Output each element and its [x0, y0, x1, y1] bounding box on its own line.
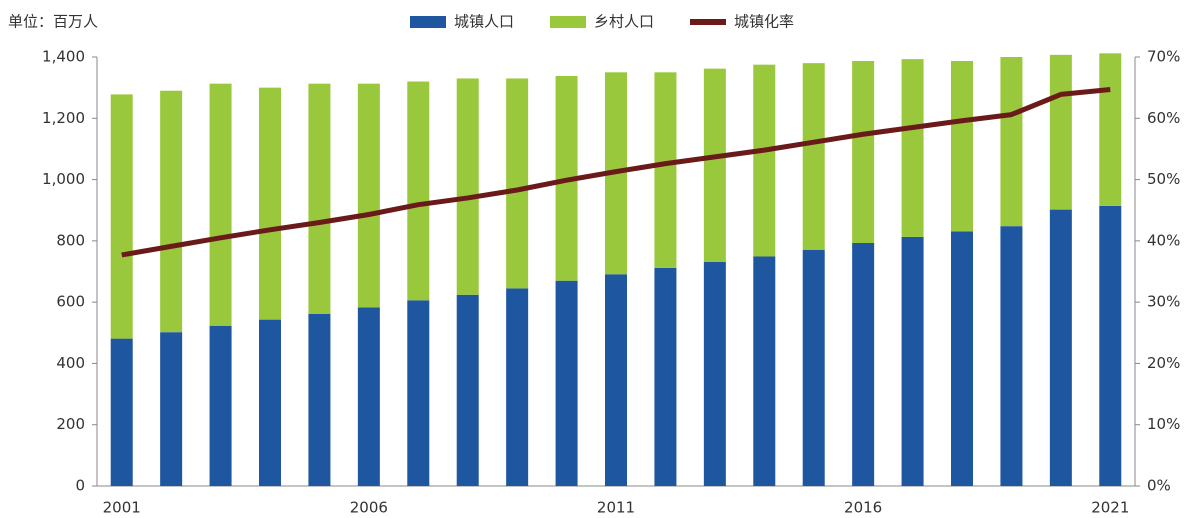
x-tick-label: 2011 [597, 499, 635, 517]
legend-swatch [410, 16, 446, 28]
x-tick-label: 2021 [1091, 499, 1129, 517]
bar [901, 236, 924, 486]
legend-swatch [550, 16, 586, 28]
x-tick-label: 2006 [350, 499, 388, 517]
bar [308, 83, 331, 314]
bar [802, 249, 825, 486]
bar [703, 262, 726, 486]
y-tick-label: 1,000 [42, 170, 85, 188]
bar [852, 243, 875, 486]
y2-tick-label: 50% [1147, 170, 1180, 188]
y-tick-label: 200 [56, 415, 85, 433]
y2-tick-label: 40% [1147, 231, 1180, 249]
legend-swatch [690, 19, 726, 25]
bar [1000, 57, 1023, 227]
rate-line [121, 86, 1111, 258]
y-tick-label: 400 [56, 354, 85, 372]
bar [357, 307, 380, 486]
bar [951, 60, 973, 232]
bar [1049, 54, 1072, 210]
bar [259, 319, 281, 486]
bar [555, 280, 578, 486]
bar [259, 87, 281, 320]
bar [357, 83, 380, 308]
bar [209, 83, 232, 326]
bar [407, 300, 430, 486]
x-tick-label: 2001 [103, 499, 141, 517]
y2-tick-label: 60% [1147, 109, 1180, 127]
bar [1049, 209, 1072, 486]
bar [407, 81, 430, 301]
bar [753, 64, 776, 257]
bar [506, 78, 529, 289]
y2-tick-label: 10% [1147, 415, 1180, 433]
y-tick-label: 1,200 [42, 109, 85, 127]
x-tick-label: 2016 [844, 499, 882, 517]
bar [753, 256, 776, 486]
legend-label: 城镇化率 [734, 13, 794, 31]
y2-tick-label: 30% [1147, 293, 1180, 311]
y2-tick-label: 20% [1147, 354, 1180, 372]
bar [852, 60, 875, 244]
y2-tick-label: 70% [1147, 48, 1180, 66]
bar [456, 78, 479, 295]
bar [1099, 53, 1122, 206]
bar [160, 332, 183, 486]
bar [1000, 226, 1023, 487]
y-tick-label: 0 [75, 477, 85, 495]
bar [506, 288, 529, 486]
bar [110, 94, 133, 339]
unit-label: 单位：百万人 [8, 13, 98, 31]
bar [802, 63, 825, 250]
legend-label: 城镇人口 [454, 13, 514, 31]
bar [110, 338, 133, 486]
bar [1099, 205, 1122, 486]
bar [605, 274, 627, 486]
bar [308, 313, 331, 486]
bar [456, 294, 479, 486]
bar [654, 72, 677, 268]
bar [951, 231, 973, 486]
y-tick-label: 1,400 [42, 48, 85, 66]
y-tick-label: 800 [56, 231, 85, 249]
bar [209, 325, 232, 486]
legend-label: 乡村人口 [594, 13, 654, 31]
bar [654, 267, 677, 486]
bar [703, 68, 726, 263]
bar [160, 90, 183, 333]
y2-tick-label: 0% [1147, 477, 1171, 495]
y-tick-label: 600 [56, 293, 85, 311]
bar [901, 59, 924, 237]
